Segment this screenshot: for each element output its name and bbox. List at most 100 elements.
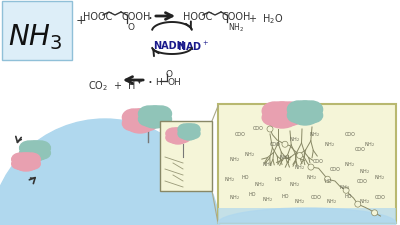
Text: NH$_2$: NH$_2$ [230, 155, 240, 164]
Circle shape [355, 201, 361, 207]
FancyBboxPatch shape [160, 122, 212, 191]
Ellipse shape [186, 132, 196, 140]
Ellipse shape [178, 129, 190, 139]
Circle shape [282, 142, 288, 148]
Ellipse shape [21, 141, 49, 161]
Text: NH$_2$: NH$_2$ [224, 175, 236, 184]
Text: HO: HO [241, 175, 249, 180]
Text: COO: COO [354, 147, 366, 152]
Ellipse shape [188, 129, 200, 139]
Ellipse shape [13, 153, 39, 171]
Ellipse shape [218, 208, 396, 225]
Ellipse shape [270, 114, 287, 127]
Text: NH$_2$: NH$_2$ [306, 173, 318, 182]
Ellipse shape [150, 106, 172, 122]
Text: COO: COO [374, 195, 386, 200]
Ellipse shape [300, 101, 322, 118]
Ellipse shape [166, 128, 181, 140]
Ellipse shape [34, 147, 50, 159]
Ellipse shape [17, 161, 30, 170]
Ellipse shape [170, 136, 181, 144]
Ellipse shape [182, 132, 192, 140]
Text: COO: COO [252, 125, 264, 130]
Circle shape [343, 187, 349, 194]
Text: HOOC: HOOC [183, 12, 212, 22]
Text: NH$_2$: NH$_2$ [344, 160, 356, 169]
Ellipse shape [150, 116, 166, 127]
Ellipse shape [280, 110, 302, 126]
Text: NAD$^+$: NAD$^+$ [177, 39, 209, 52]
Ellipse shape [289, 101, 321, 126]
Ellipse shape [154, 113, 172, 126]
Text: NH$_2$: NH$_2$ [254, 180, 266, 189]
Ellipse shape [31, 150, 45, 160]
Text: HO: HO [248, 192, 256, 197]
Text: CO$_2$  +  H$^+$: CO$_2$ + H$^+$ [88, 78, 144, 92]
Text: COOH: COOH [122, 12, 151, 22]
Text: COO: COO [312, 159, 324, 164]
Text: NH$_2$: NH$_2$ [262, 160, 274, 169]
FancyBboxPatch shape [2, 2, 72, 61]
Circle shape [267, 126, 273, 132]
Ellipse shape [25, 150, 39, 160]
Text: HOOC: HOOC [83, 12, 112, 22]
Ellipse shape [140, 106, 170, 128]
Text: NH$_2$: NH$_2$ [324, 140, 336, 149]
Text: COO: COO [344, 132, 356, 137]
Ellipse shape [262, 103, 288, 121]
Text: NH$_2$: NH$_2$ [280, 153, 290, 162]
Ellipse shape [138, 106, 160, 122]
Ellipse shape [179, 124, 199, 140]
Text: NH$_2$: NH$_2$ [360, 197, 370, 205]
Text: OH: OH [168, 78, 182, 87]
Ellipse shape [303, 109, 323, 123]
Text: HO: HO [274, 177, 282, 182]
FancyBboxPatch shape [218, 208, 396, 223]
Ellipse shape [276, 103, 302, 121]
Text: NH$_2$: NH$_2$ [360, 167, 370, 176]
Ellipse shape [26, 141, 44, 151]
Ellipse shape [294, 112, 310, 124]
Ellipse shape [144, 116, 160, 127]
Ellipse shape [300, 112, 316, 124]
Ellipse shape [288, 101, 310, 118]
Ellipse shape [138, 113, 156, 126]
Text: COO: COO [310, 195, 322, 200]
Ellipse shape [186, 124, 200, 136]
Ellipse shape [264, 103, 300, 128]
Text: HO: HO [324, 179, 332, 184]
Text: NH$_2$: NH$_2$ [374, 173, 386, 182]
Text: $\mathit{NH_3}$: $\mathit{NH_3}$ [8, 22, 62, 52]
Ellipse shape [166, 133, 179, 143]
Text: ·: · [147, 76, 152, 91]
Text: NADH: NADH [153, 41, 185, 51]
Text: NH$_2$: NH$_2$ [326, 197, 338, 205]
Ellipse shape [25, 159, 40, 169]
Ellipse shape [167, 128, 189, 144]
Ellipse shape [277, 114, 294, 127]
Text: COO: COO [234, 132, 246, 137]
Ellipse shape [146, 106, 164, 117]
FancyBboxPatch shape [218, 105, 396, 223]
Ellipse shape [22, 153, 40, 166]
Text: H: H [155, 78, 162, 87]
Circle shape [372, 210, 378, 216]
Text: HO: HO [281, 194, 289, 199]
Ellipse shape [124, 110, 156, 133]
Ellipse shape [122, 117, 142, 131]
Ellipse shape [138, 117, 158, 131]
Ellipse shape [130, 110, 150, 122]
Ellipse shape [12, 159, 27, 169]
Ellipse shape [287, 109, 307, 123]
Ellipse shape [20, 141, 39, 155]
Ellipse shape [271, 103, 293, 115]
Text: +: + [76, 14, 87, 27]
Text: HO: HO [344, 194, 352, 199]
Ellipse shape [177, 133, 190, 143]
Text: NH$_2$: NH$_2$ [290, 135, 300, 144]
Circle shape [297, 153, 303, 159]
Text: NH$_2$: NH$_2$ [290, 180, 300, 189]
Text: ·: · [147, 12, 152, 27]
Text: NH$_2$: NH$_2$ [262, 195, 274, 204]
Ellipse shape [135, 110, 158, 126]
